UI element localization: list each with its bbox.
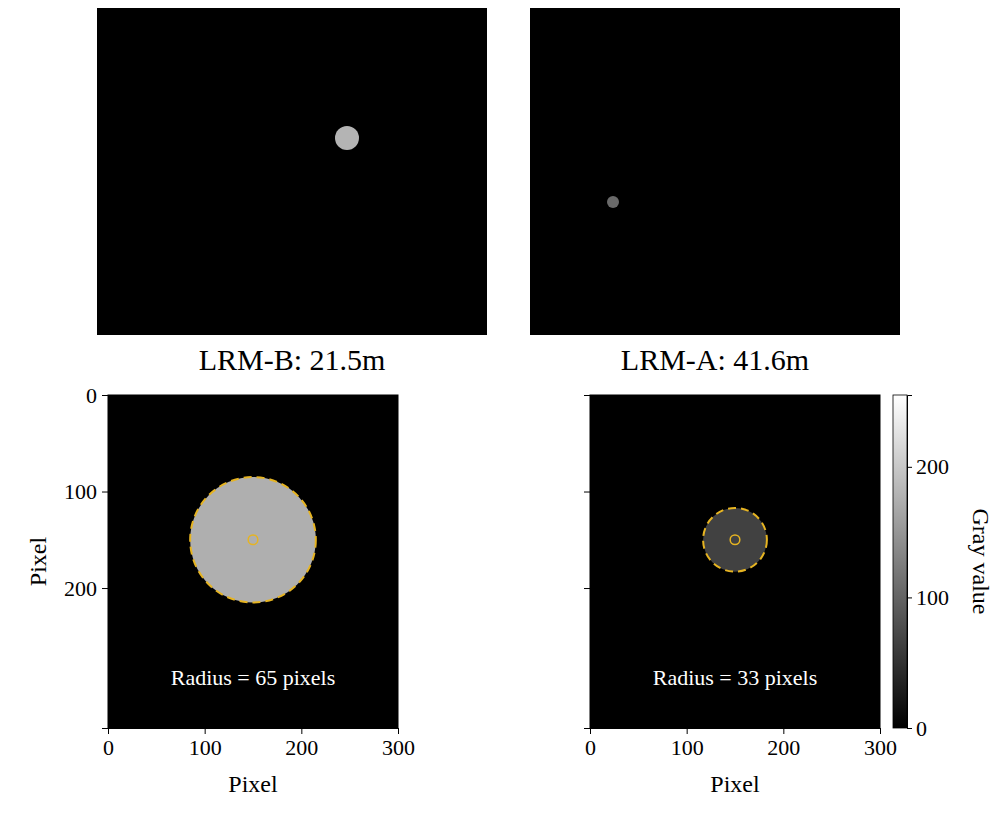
tick-mark [398, 728, 399, 734]
tick [584, 588, 590, 589]
tick: 200 [767, 728, 800, 760]
tick-mark [783, 728, 784, 734]
tick-mark [102, 492, 108, 493]
radius-circle [703, 508, 767, 572]
axis-line [591, 729, 881, 735]
axis-line [109, 729, 399, 735]
tick-mark [584, 588, 590, 589]
plot-marks [190, 477, 316, 602]
tick-label: 200 [767, 735, 800, 760]
image-panel: Radius = 33 pixels 0 100 200 300 Pixel [584, 395, 897, 797]
tick: 100 [907, 585, 949, 610]
panel-annotation: Radius = 33 pixels [653, 665, 818, 690]
tick-label: 100 [189, 735, 222, 760]
photo-background [530, 8, 900, 335]
image-panel: Radius = 65 pixels 0 100 200 300 0 100 200 Pixel… [25, 383, 415, 797]
tick-label: 300 [382, 735, 415, 760]
tick-label: 0 [916, 716, 927, 741]
tick-mark [687, 728, 688, 734]
tick-mark [102, 395, 108, 396]
tick-mark [301, 728, 302, 734]
plot-marks [703, 508, 767, 572]
plot-frame [590, 395, 880, 728]
tick: 200 [285, 728, 318, 760]
tick-label: 300 [864, 735, 897, 760]
tick: 0 [585, 728, 596, 760]
tick-mark [205, 728, 206, 734]
panel-annotation: Radius = 65 pixels [171, 665, 336, 690]
photo-panel: LRM-B: 21.5m [97, 8, 487, 376]
tick: 200 [64, 576, 108, 601]
photo-background [97, 8, 487, 335]
tick-label: 0 [103, 735, 114, 760]
laser-spot [607, 196, 619, 208]
x-axis-title: Pixel [228, 771, 278, 797]
plot-frame [108, 395, 398, 728]
tick-mark [907, 597, 912, 598]
panel-annotation: LRM-B: 21.5m [199, 343, 386, 376]
colorbar-gradient [893, 395, 907, 728]
tick: 100 [189, 728, 222, 760]
tick: 300 [864, 728, 897, 760]
tick-mark [880, 728, 881, 734]
radius-circle [190, 477, 316, 602]
tick-label: 100 [916, 585, 949, 610]
tick-label: 200 [916, 454, 949, 479]
tick: 100 [64, 479, 108, 504]
center-circle [248, 535, 258, 545]
tick: 100 [671, 728, 704, 760]
tick-label: 0 [86, 383, 97, 408]
tick-label: 100 [64, 479, 97, 504]
tick-label: 200 [64, 576, 97, 601]
photo-panel: LRM-A: 41.6m [530, 8, 900, 376]
tick [584, 395, 590, 396]
tick-mark [102, 588, 108, 589]
tick-mark [907, 467, 912, 468]
tick-label: 200 [285, 735, 318, 760]
tick: 0 [86, 383, 108, 408]
y-axis: 0 100 200 [64, 383, 109, 729]
colorbar: 0 100 200 Gray value [893, 395, 994, 741]
tick-mark [584, 395, 590, 396]
tick: 300 [382, 728, 415, 760]
laser-spot [335, 126, 359, 150]
colorbar-title: Gray value [968, 509, 994, 615]
x-axis-title: Pixel [710, 771, 760, 797]
spot-disk [703, 508, 767, 572]
x-axis: 0 100 200 300 [103, 728, 415, 760]
tick-label: 100 [671, 735, 704, 760]
spot-disk [190, 477, 316, 602]
tick [584, 492, 590, 493]
center-circle [730, 535, 740, 545]
tick: 200 [907, 454, 949, 479]
panel-annotation: LRM-A: 41.6m [621, 343, 809, 376]
plot-background [590, 395, 880, 728]
tick: 0 [907, 716, 927, 741]
colorbar-axis: 0 100 200 [907, 396, 949, 741]
tick-mark [584, 492, 590, 493]
tick-mark [907, 728, 912, 729]
figure: LRM-B: 21.5m LRM-A: 41.6m Radius = 65 pixe… [0, 0, 1005, 813]
plot-background [108, 395, 398, 728]
axis-line [908, 396, 913, 729]
tick: 0 [103, 728, 114, 760]
x-axis: 0 100 200 300 [585, 728, 897, 760]
y-axis-title: Pixel [25, 537, 51, 587]
tick-label: 0 [585, 735, 596, 760]
